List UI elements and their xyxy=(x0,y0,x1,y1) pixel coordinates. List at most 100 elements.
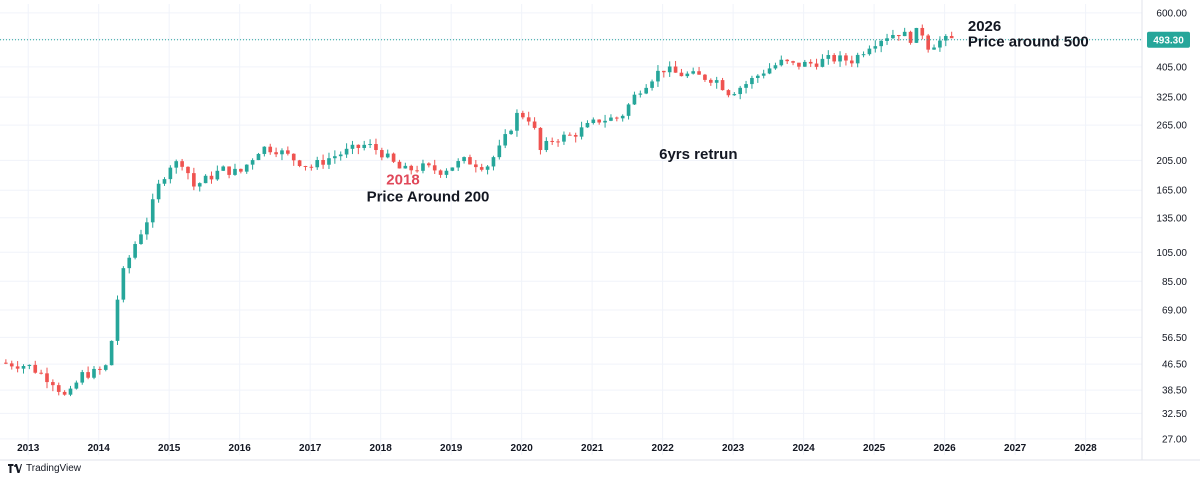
candle-body xyxy=(221,166,226,171)
candle xyxy=(638,90,643,98)
candle-body xyxy=(280,150,284,155)
candle-body xyxy=(896,35,901,37)
candle-body xyxy=(109,340,114,366)
candle-body xyxy=(327,158,331,165)
candle-body xyxy=(56,385,61,392)
candle xyxy=(250,158,255,170)
candle xyxy=(227,166,231,179)
candle-body xyxy=(932,47,936,50)
candle xyxy=(926,33,930,53)
x-tick-label: 2026 xyxy=(933,443,956,454)
candle xyxy=(127,255,132,274)
tradingview-brand[interactable]: TradingView xyxy=(8,463,81,474)
candle xyxy=(685,71,690,78)
candle-body xyxy=(450,167,455,171)
candle-body xyxy=(579,127,584,137)
candle-body xyxy=(943,36,948,41)
candle xyxy=(362,140,367,151)
candle xyxy=(949,31,954,39)
candle xyxy=(385,149,390,159)
candle-body xyxy=(556,141,560,143)
candle-body xyxy=(603,120,607,123)
candle-body xyxy=(45,373,49,383)
candle-body xyxy=(491,157,496,167)
candle xyxy=(562,131,566,145)
candle-body xyxy=(291,153,296,161)
candle-body xyxy=(785,59,790,62)
candle-body xyxy=(409,165,414,171)
y-tick-label: 405.00 xyxy=(1156,62,1187,73)
candle-body xyxy=(661,70,666,73)
candle xyxy=(268,143,273,155)
candle-body xyxy=(614,117,619,119)
candle xyxy=(291,153,296,166)
annotation-price-200: Price Around 200 xyxy=(367,188,490,205)
candle xyxy=(133,241,137,260)
candle xyxy=(844,53,848,66)
candle xyxy=(902,27,907,37)
candle-body xyxy=(515,112,519,131)
candle-body xyxy=(350,144,355,149)
candle xyxy=(603,114,607,128)
candle-body xyxy=(115,299,120,341)
candle xyxy=(338,151,343,161)
candle-body xyxy=(867,48,872,55)
candle xyxy=(233,163,237,176)
candle xyxy=(244,164,249,174)
last-price-badge-bg xyxy=(1147,31,1190,48)
candle-body xyxy=(156,183,161,200)
candle xyxy=(820,54,825,68)
candle-body xyxy=(15,366,20,369)
candle xyxy=(174,159,179,174)
candle xyxy=(785,59,790,64)
candle xyxy=(350,140,355,155)
candle xyxy=(74,380,79,390)
annotation-six-years: 6yrs retrun xyxy=(659,146,737,163)
candle-body xyxy=(802,61,807,67)
candle xyxy=(356,144,361,155)
candle xyxy=(274,147,278,158)
candle xyxy=(139,229,143,245)
candle-body xyxy=(309,166,314,168)
y-tick-label: 600.00 xyxy=(1156,8,1187,19)
candle xyxy=(427,162,431,168)
candle-body xyxy=(197,183,202,187)
candle-body xyxy=(362,144,367,148)
candle-body xyxy=(51,382,55,386)
y-tick-label: 205.00 xyxy=(1156,156,1187,167)
candle xyxy=(802,59,807,67)
candle xyxy=(162,177,167,186)
candle-body xyxy=(68,388,73,395)
candle xyxy=(932,44,936,50)
annotation-year-2018: 2018 xyxy=(386,171,419,188)
candle-body xyxy=(432,165,437,171)
candle-body xyxy=(562,134,566,142)
candle xyxy=(286,146,290,156)
candle xyxy=(791,60,795,66)
candle-body xyxy=(949,36,954,39)
candle-body xyxy=(855,54,860,64)
y-tick-label: 56.50 xyxy=(1162,333,1187,344)
candle-body xyxy=(814,63,819,67)
annotation-year-2026: 2026 xyxy=(968,18,1001,35)
candle-body xyxy=(703,74,707,80)
candle-body xyxy=(162,179,167,184)
candle-body xyxy=(244,164,249,172)
grid xyxy=(0,0,1200,461)
candle xyxy=(4,359,8,365)
candle xyxy=(309,164,314,171)
candle xyxy=(421,159,425,174)
candle xyxy=(679,68,684,77)
candle xyxy=(256,152,261,161)
candle xyxy=(609,114,613,122)
candle xyxy=(726,89,731,98)
candle-body xyxy=(344,148,349,155)
x-tick-label: 2027 xyxy=(1004,443,1027,454)
candle xyxy=(321,154,325,169)
candle xyxy=(797,62,801,70)
candle xyxy=(333,150,337,164)
candle-body xyxy=(808,61,813,64)
candle xyxy=(697,66,701,75)
candle xyxy=(145,217,149,240)
